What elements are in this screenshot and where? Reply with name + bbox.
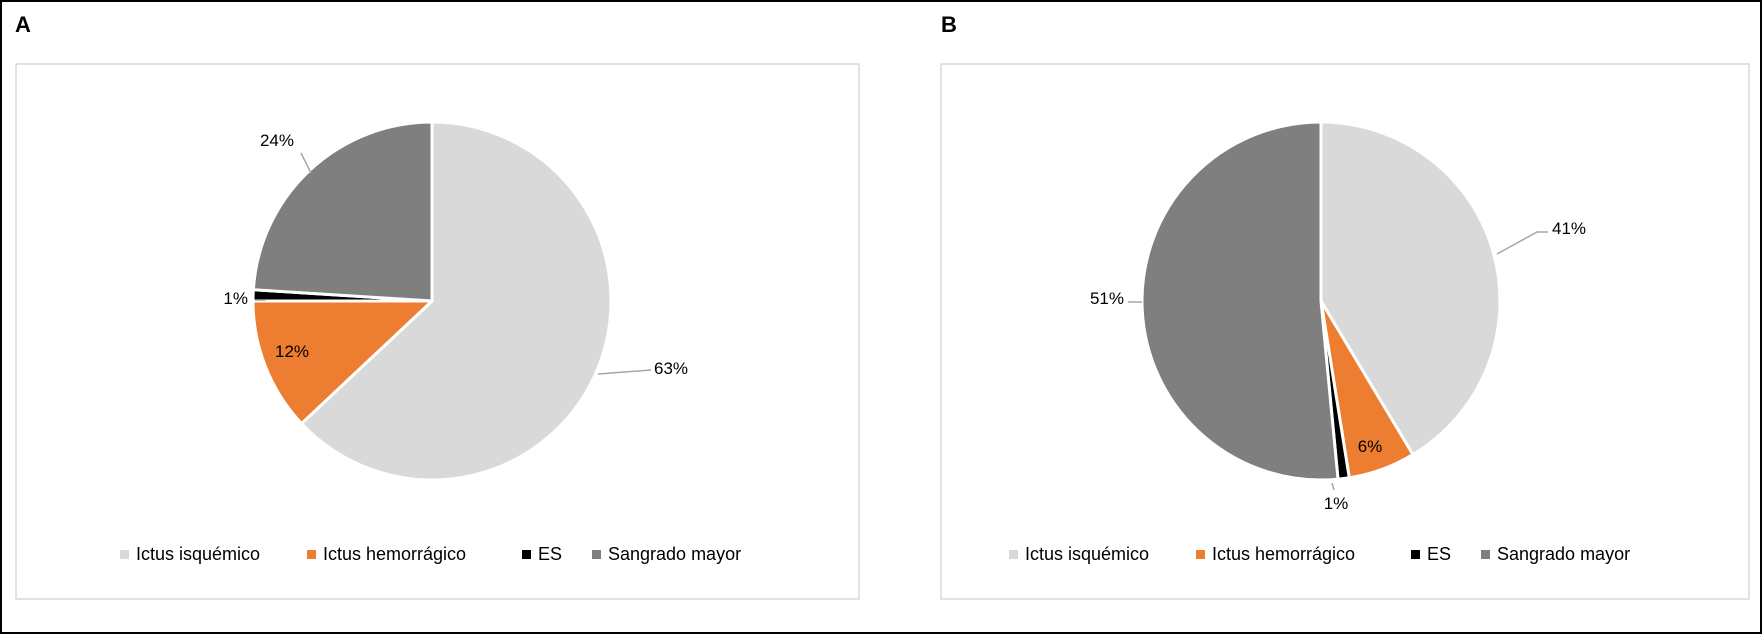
panel-a-leader-ictus-isquemico (597, 369, 652, 375)
panel-a-legend-label-es: ES (538, 544, 562, 564)
panel-b-slice-sangrado-mayor (1140, 120, 1340, 482)
panel-b-legend-label-ictus-hemorragico: Ictus hemorrágico (1212, 544, 1355, 564)
panel-a-legend-swatch-sangrado-mayor (592, 550, 601, 559)
panel-a-slice-ictus-isquemico (300, 120, 613, 482)
panel-b-slice-ictus-isquemico (1319, 120, 1502, 457)
panel-b-legend-label-es: ES (1427, 544, 1451, 564)
panel-a-legend-swatch-ictus-isquemico (120, 550, 129, 559)
panel-a-legend-swatch-ictus-hemorragico (307, 550, 316, 559)
panel-a-legend-label-ictus-isquemico: Ictus isquémico (136, 544, 260, 564)
panel-a-letter: A (15, 12, 31, 37)
panel-a-legend-swatch-es (522, 550, 531, 559)
panel-b-data-label-ictus-hemorragico: 6% (1358, 437, 1383, 456)
panel-a-data-label-ictus-hemorragico: 12% (275, 342, 309, 361)
panel-b-leader-ictus-isquemico (1496, 231, 1548, 255)
panel-a-legend-label-sangrado-mayor: Sangrado mayor (608, 544, 741, 564)
panel-b-data-label-sangrado-mayor: 51% (1090, 289, 1124, 308)
panel-a-data-label-es: 1% (223, 289, 248, 308)
panel-a-slice-ictus-hemorragico (251, 299, 434, 426)
panel-b-legend-label-sangrado-mayor: Sangrado mayor (1497, 544, 1630, 564)
panel-b-legend-swatch-sangrado-mayor (1481, 550, 1490, 559)
panel-a-pie: 63% 12% 1% 24% (223, 120, 688, 482)
panel-a-leader-sangrado-mayor (300, 152, 312, 174)
panel-a-data-label-sangrado-mayor: 24% (260, 131, 294, 150)
panel-b-leader-es (1331, 482, 1335, 491)
panel-b-pie: 41% 6% 1% 51% (1090, 120, 1586, 513)
panel-a-legend: Ictus isquémico Ictus hemorrágico ES Sangra… (120, 544, 741, 564)
panel-b-legend-label-ictus-isquemico: Ictus isquémico (1025, 544, 1149, 564)
panel-b-legend-swatch-ictus-hemorragico (1196, 550, 1205, 559)
panel-b-legend-swatch-ictus-isquemico (1009, 550, 1018, 559)
panel-b-legend-swatch-es (1411, 550, 1420, 559)
panel-b-letter: B (941, 12, 957, 37)
panel-b-data-label-ictus-isquemico: 41% (1552, 219, 1586, 238)
panel-b-legend: Ictus isquémico Ictus hemorrágico ES Sangra… (1009, 544, 1630, 564)
panel-a-data-label-ictus-isquemico: 63% (654, 359, 688, 378)
panel-b-data-label-es: 1% (1324, 494, 1349, 513)
panel-a-legend-label-ictus-hemorragico: Ictus hemorrágico (323, 544, 466, 564)
